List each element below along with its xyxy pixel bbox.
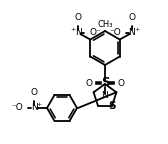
Text: S: S — [108, 101, 116, 111]
Text: CH₃: CH₃ — [97, 20, 113, 29]
Text: O: O — [118, 78, 125, 88]
Text: O: O — [85, 78, 92, 88]
Text: ⁻O: ⁻O — [109, 28, 121, 37]
Text: S: S — [101, 76, 109, 90]
Text: O: O — [128, 13, 135, 21]
Text: +: + — [135, 27, 140, 32]
Text: +: + — [36, 103, 42, 108]
Text: ⁻O: ⁻O — [11, 104, 23, 112]
Text: N: N — [31, 104, 37, 112]
Text: O: O — [75, 13, 82, 21]
Text: N: N — [75, 28, 82, 37]
Text: O⁻: O⁻ — [89, 28, 101, 37]
Text: N: N — [102, 91, 108, 101]
Text: O: O — [31, 88, 37, 97]
Text: N: N — [128, 28, 135, 37]
Text: +: + — [70, 27, 75, 32]
